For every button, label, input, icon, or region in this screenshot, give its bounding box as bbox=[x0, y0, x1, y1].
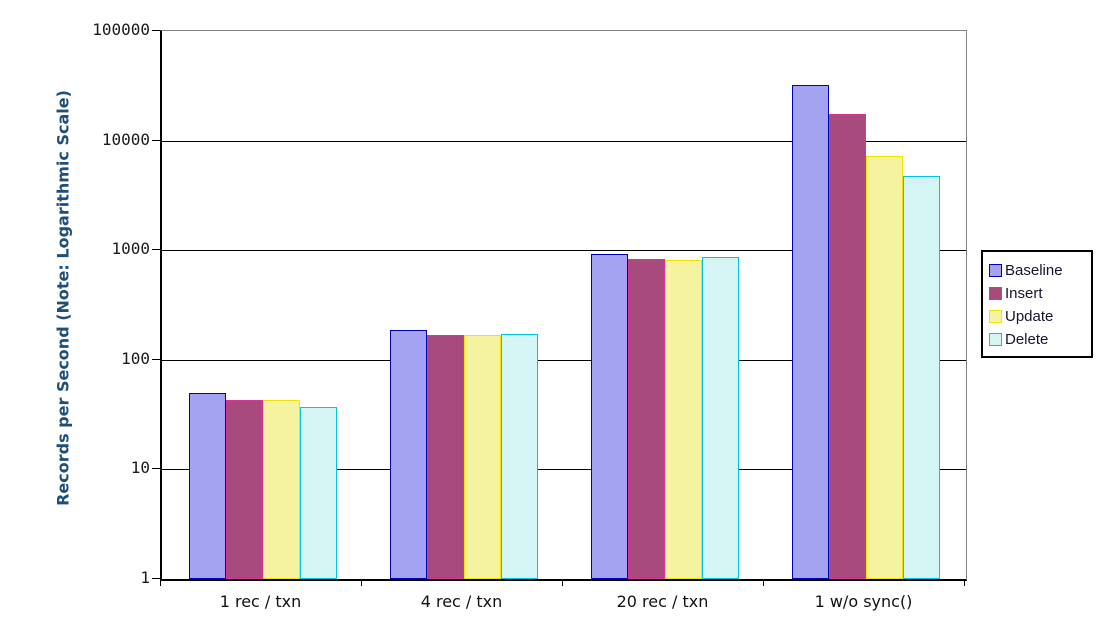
x-category-label: 1 w/o sync() bbox=[814, 592, 913, 611]
y-tick-label: 100 bbox=[121, 348, 150, 368]
bar-delete-3 bbox=[902, 176, 940, 579]
bar-baseline-2 bbox=[590, 254, 628, 579]
y-tick-mark bbox=[152, 249, 160, 251]
bar-update-2 bbox=[664, 260, 702, 579]
bar-insert-0 bbox=[225, 400, 263, 579]
bar-update-3 bbox=[865, 156, 903, 579]
x-category-label: 20 rec / txn bbox=[616, 592, 709, 611]
y-tick-label: 10 bbox=[130, 458, 150, 478]
legend-item-update: Update bbox=[989, 305, 1091, 328]
x-category-label: 4 rec / txn bbox=[420, 592, 503, 611]
x-tick-mark bbox=[562, 580, 563, 586]
bar-baseline-0 bbox=[188, 393, 226, 579]
y-tick-mark bbox=[152, 358, 160, 360]
bar-update-0 bbox=[262, 400, 300, 579]
gridline bbox=[162, 250, 966, 252]
legend-swatch-icon bbox=[989, 310, 1002, 323]
bar-delete-0 bbox=[299, 407, 337, 579]
x-tick-mark bbox=[763, 580, 764, 586]
bar-insert-2 bbox=[627, 259, 665, 579]
legend: Baseline Insert Update Delete bbox=[981, 250, 1093, 358]
bar-insert-1 bbox=[426, 335, 464, 579]
y-tick-mark bbox=[152, 30, 160, 31]
legend-item-delete: Delete bbox=[989, 328, 1091, 351]
x-tick-mark bbox=[964, 580, 965, 586]
bar-baseline-3 bbox=[791, 85, 829, 579]
legend-swatch-icon bbox=[989, 287, 1002, 300]
bar-update-1 bbox=[463, 335, 501, 579]
y-tick-label: 100000 bbox=[92, 20, 150, 39]
x-tick-mark bbox=[160, 580, 161, 586]
legend-item-insert: Insert bbox=[989, 282, 1091, 305]
gridline bbox=[162, 140, 966, 142]
legend-label: Update bbox=[1005, 308, 1054, 325]
legend-swatch-icon bbox=[989, 333, 1002, 346]
legend-label: Delete bbox=[1005, 331, 1049, 348]
bar-insert-3 bbox=[828, 114, 866, 579]
bar-delete-1 bbox=[500, 334, 538, 579]
y-tick-mark bbox=[152, 578, 160, 579]
bar-baseline-1 bbox=[389, 330, 427, 579]
legend-label: Insert bbox=[1005, 285, 1043, 302]
x-tick-mark bbox=[361, 580, 362, 586]
y-tick-label: 1 bbox=[140, 568, 150, 587]
legend-label: Baseline bbox=[1005, 262, 1063, 279]
y-tick-mark bbox=[152, 139, 160, 141]
gridline bbox=[162, 469, 966, 471]
plot-area bbox=[160, 30, 967, 581]
legend-item-baseline: Baseline bbox=[989, 259, 1091, 282]
bar-delete-2 bbox=[701, 257, 739, 579]
x-category-label: 1 rec / txn bbox=[219, 592, 302, 611]
y-tick-mark bbox=[152, 468, 160, 470]
y-axis-title: Records per Second (Note: Logarithmic Sc… bbox=[53, 90, 73, 506]
legend-swatch-icon bbox=[989, 264, 1002, 277]
gridline bbox=[162, 359, 966, 361]
y-tick-label: 10000 bbox=[101, 129, 150, 149]
y-tick-label: 1000 bbox=[111, 239, 150, 259]
